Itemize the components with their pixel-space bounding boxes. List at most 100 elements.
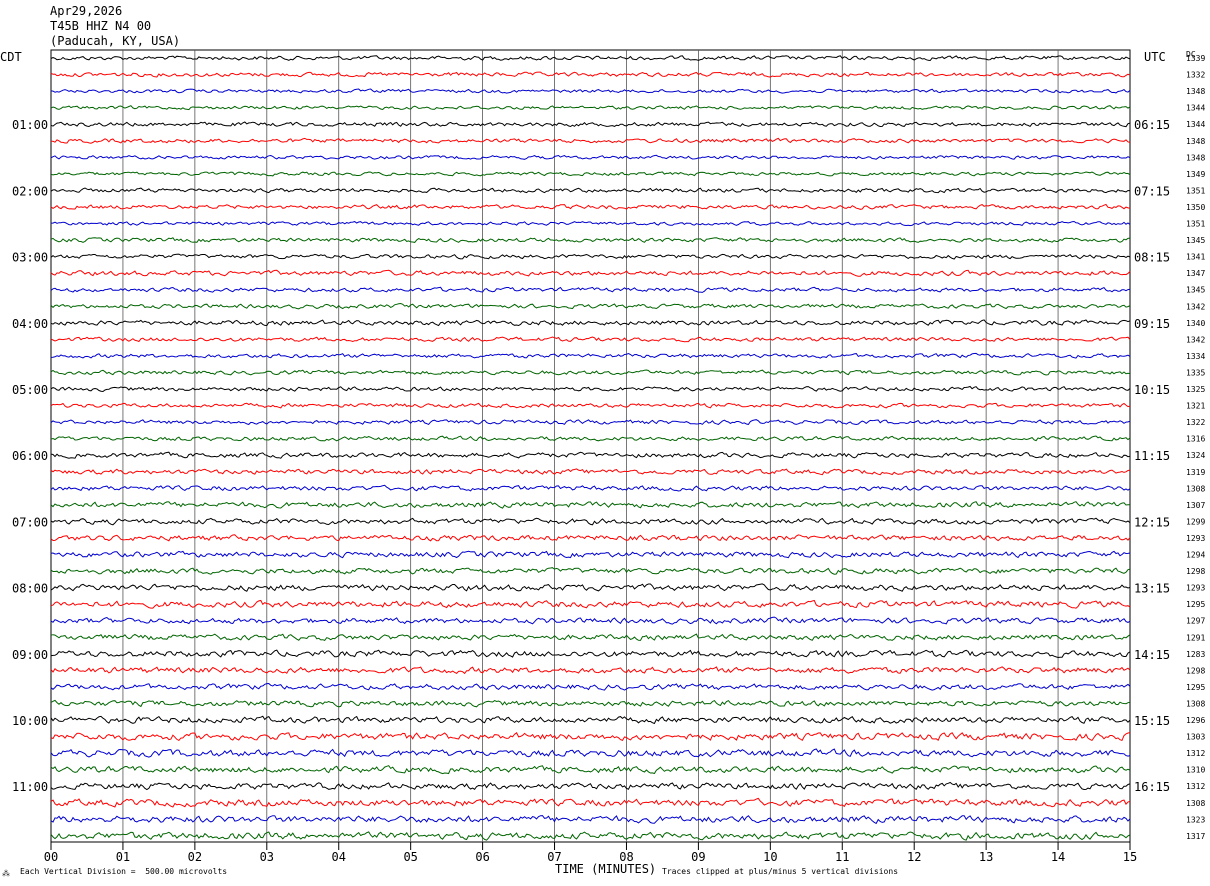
utc-hour-label: 14:15 <box>1134 648 1170 662</box>
seismic-trace <box>50 649 1131 659</box>
dc-offset-label: 1295 <box>1186 683 1205 692</box>
x-tick-label: 01 <box>116 850 130 864</box>
left-timezone-label: CDT <box>0 50 22 64</box>
utc-hour-label: 13:15 <box>1134 582 1170 596</box>
dc-offset-label: 1349 <box>1186 170 1205 179</box>
seismic-trace <box>50 616 1131 625</box>
dc-offset-label: 1310 <box>1186 766 1205 775</box>
dc-offset-label: 1293 <box>1186 584 1205 593</box>
dc-offset-label: 1324 <box>1186 451 1205 460</box>
seismic-trace <box>50 71 1131 78</box>
x-tick-label: 00 <box>44 850 58 864</box>
x-tick-label: 14 <box>1051 850 1065 864</box>
dc-offset-label: 1351 <box>1186 186 1205 195</box>
scale-note: Each Vertical Division = 500.00 microvol… <box>20 867 228 876</box>
dc-offset-label: 1325 <box>1186 385 1205 394</box>
seismic-trace <box>51 220 1131 227</box>
x-tick-label: 11 <box>835 850 849 864</box>
corner-mark: ⁂ <box>2 869 10 878</box>
plot-frame <box>50 49 1131 843</box>
dc-offset-label: 1345 <box>1186 286 1205 295</box>
utc-hour-label: 11:15 <box>1134 449 1170 463</box>
dc-offset-label: 1348 <box>1186 87 1205 96</box>
dc-offset-label: 1316 <box>1186 435 1205 444</box>
dc-label: DC <box>1186 50 1196 59</box>
seismic-trace <box>50 319 1131 327</box>
dc-offset-label: 1303 <box>1186 733 1205 742</box>
seismic-trace <box>50 451 1131 459</box>
dc-offset-label: 1319 <box>1186 468 1205 477</box>
seismic-trace <box>50 781 1131 791</box>
dc-offset-label: 1335 <box>1186 368 1205 377</box>
dc-offset-label: 1322 <box>1186 418 1205 427</box>
seismic-trace <box>50 732 1131 742</box>
dc-offset-label: 1307 <box>1186 501 1205 510</box>
seismic-trace <box>50 567 1131 575</box>
dc-offset-label: 1293 <box>1186 534 1205 543</box>
seismic-trace <box>50 269 1131 277</box>
seismic-trace <box>50 699 1131 708</box>
cdt-hour-label: 03:00 <box>12 251 48 265</box>
seismic-trace <box>50 385 1131 393</box>
cdt-hour-label: 06:00 <box>12 449 48 463</box>
seismic-trace <box>50 253 1131 260</box>
seismic-trace <box>50 831 1131 841</box>
seismic-trace <box>50 468 1131 476</box>
seismic-trace <box>50 237 1131 243</box>
dc-offset-label: 1295 <box>1186 600 1205 609</box>
station-label: T45B HHZ N4 00 <box>50 19 152 33</box>
dc-offset-label: 1297 <box>1186 617 1205 626</box>
x-tick-label: 07 <box>547 850 561 864</box>
utc-hour-label: 15:15 <box>1134 714 1170 728</box>
dc-offset-label: 1317 <box>1186 832 1205 841</box>
x-tick-label: 13 <box>979 850 993 864</box>
x-tick-label: 10 <box>763 850 777 864</box>
utc-hour-label: 08:15 <box>1134 251 1170 265</box>
seismic-trace <box>50 419 1131 426</box>
seismic-trace <box>50 121 1131 128</box>
location-label: (Paducah, KY, USA) <box>50 34 181 48</box>
cdt-hour-label: 04:00 <box>12 317 48 331</box>
seismic-trace <box>50 815 1131 825</box>
seismic-trace <box>50 484 1131 492</box>
dc-offset-label: 1308 <box>1186 799 1205 808</box>
seismic-trace <box>50 352 1131 359</box>
right-timezone-label: UTC <box>1144 50 1166 64</box>
seismic-trace <box>50 402 1131 409</box>
dc-offset-label: 1291 <box>1186 633 1205 642</box>
seismic-trace <box>50 187 1131 194</box>
seismic-trace <box>50 302 1131 310</box>
seismic-trace <box>50 88 1131 94</box>
seismic-trace <box>50 517 1131 526</box>
cdt-hour-label: 11:00 <box>12 780 48 794</box>
seismic-trace <box>50 501 1130 509</box>
dc-offset-label: 1294 <box>1186 551 1205 560</box>
seismic-trace <box>50 599 1131 609</box>
clip-note: Traces clipped at plus/minus 5 vertical … <box>662 867 899 876</box>
x-tick-label: 08 <box>619 850 633 864</box>
dc-offset-label: 1332 <box>1186 71 1205 80</box>
seismic-trace <box>50 633 1131 641</box>
seismic-trace <box>50 550 1131 559</box>
dc-offset-label: 1299 <box>1186 517 1205 526</box>
dc-offset-label: 1296 <box>1186 716 1205 725</box>
utc-hour-label: 10:15 <box>1134 383 1170 397</box>
dc-offset-label: 1321 <box>1186 402 1205 411</box>
dc-offset-label: 1347 <box>1186 269 1205 278</box>
x-tick-label: 09 <box>691 850 705 864</box>
dc-offset-label: 1348 <box>1186 137 1205 146</box>
dc-offset-label: 1334 <box>1186 352 1205 361</box>
seismic-trace <box>50 154 1131 160</box>
date-label: Apr29,2026 <box>50 4 123 18</box>
cdt-hour-label: 05:00 <box>12 383 48 397</box>
seismic-trace <box>50 369 1131 376</box>
utc-hour-label: 09:15 <box>1134 317 1170 331</box>
seismic-trace <box>50 797 1131 808</box>
cdt-hour-label: 07:00 <box>12 515 48 529</box>
seismic-trace <box>51 137 1131 144</box>
dc-offset-label: 1345 <box>1186 236 1205 245</box>
seismic-trace <box>50 765 1131 775</box>
x-tick-label: 03 <box>260 850 274 864</box>
x-tick-label: 15 <box>1123 850 1137 864</box>
